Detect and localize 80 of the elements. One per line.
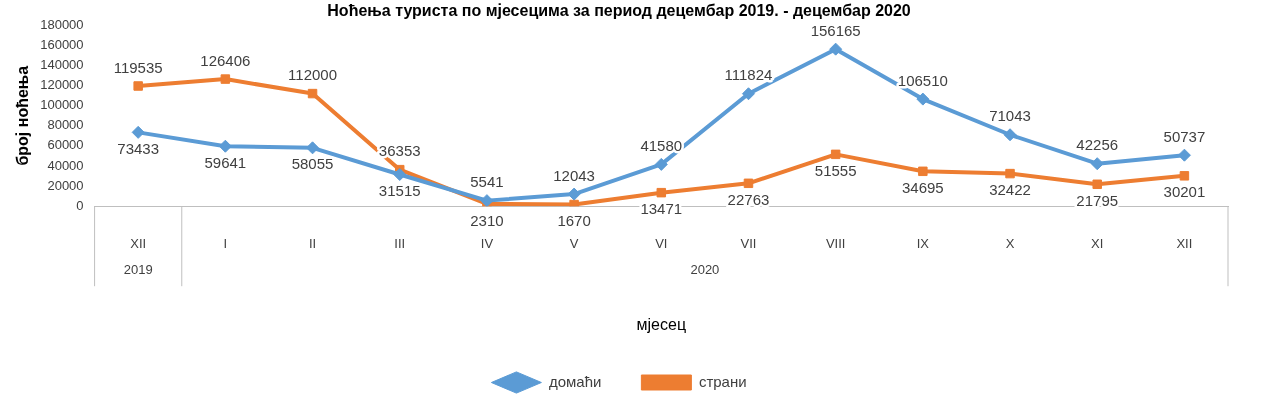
point bbox=[306, 141, 320, 155]
y-tick-label: 120000 bbox=[40, 77, 84, 93]
data-label: 2310 bbox=[470, 211, 504, 229]
point bbox=[1090, 157, 1104, 171]
point bbox=[131, 125, 145, 139]
point bbox=[393, 168, 407, 182]
data-label: 112000 bbox=[288, 66, 338, 84]
point bbox=[741, 87, 755, 101]
point bbox=[918, 166, 928, 177]
data-label: 31515 bbox=[378, 182, 421, 200]
data-label: 22763 bbox=[727, 190, 770, 208]
legend-label: страни bbox=[698, 372, 747, 390]
data-label: 21795 bbox=[1076, 191, 1119, 209]
x-tick-label: VI bbox=[655, 235, 668, 251]
point bbox=[830, 149, 841, 160]
data-label: 30201 bbox=[1163, 183, 1206, 201]
x-tick-label: XI bbox=[1091, 235, 1104, 251]
data-label: 73433 bbox=[117, 140, 160, 157]
data-label: 5541 bbox=[470, 173, 504, 191]
point bbox=[829, 42, 843, 56]
point bbox=[1179, 171, 1190, 181]
x-tick-label: II bbox=[308, 235, 317, 251]
y-tick-label: 100000 bbox=[40, 97, 84, 113]
x-tick-label: IV bbox=[480, 235, 494, 251]
point bbox=[567, 187, 581, 201]
point bbox=[1177, 148, 1191, 162]
data-label: 13471 bbox=[640, 200, 683, 218]
point bbox=[743, 178, 754, 189]
point bbox=[218, 139, 232, 153]
y-tick-label: 180000 bbox=[40, 16, 84, 32]
data-label: 106510 bbox=[897, 71, 948, 89]
x-tick-label: VIII bbox=[825, 235, 846, 251]
point bbox=[656, 187, 667, 198]
data-label: 12043 bbox=[553, 166, 595, 184]
x-tick-label: XII bbox=[1176, 235, 1193, 251]
data-label: 71043 bbox=[989, 107, 1031, 125]
x-axis-title: мјесец bbox=[636, 315, 687, 333]
point bbox=[1003, 128, 1017, 142]
legend-label: домаћи bbox=[548, 372, 602, 390]
x-tick-label: IX bbox=[916, 235, 930, 251]
y-tick-label: 80000 bbox=[47, 117, 84, 133]
point bbox=[916, 92, 930, 106]
data-label: 42256 bbox=[1076, 136, 1119, 154]
y-tick-label: 60000 bbox=[47, 137, 84, 153]
y-tick-label: 20000 bbox=[47, 177, 84, 193]
data-label: 50737 bbox=[1163, 127, 1206, 145]
point bbox=[654, 157, 668, 171]
y-axis-title: број ноћења bbox=[14, 65, 32, 166]
data-label: 51555 bbox=[814, 162, 857, 179]
text: 2019 bbox=[123, 261, 153, 277]
point bbox=[480, 194, 494, 207]
y-tick-label: 0 bbox=[76, 197, 84, 213]
data-label: 156165 bbox=[810, 21, 861, 39]
x-tick-label: III bbox=[394, 235, 406, 251]
point bbox=[133, 81, 143, 91]
data-label: 58055 bbox=[291, 155, 334, 173]
data-label: 119535 bbox=[113, 58, 163, 76]
data-label: 126406 bbox=[200, 51, 251, 69]
y-tick-label: 160000 bbox=[40, 36, 84, 52]
point bbox=[1092, 179, 1102, 190]
x-tick-label: V bbox=[569, 235, 579, 251]
data-label: 32422 bbox=[989, 181, 1031, 199]
y-tick-label: 40000 bbox=[47, 157, 84, 173]
data-label: 111824 bbox=[724, 66, 773, 84]
data-label: 36353 bbox=[378, 142, 421, 160]
data-label: 59641 bbox=[204, 153, 247, 171]
y-tick-label: 140000 bbox=[40, 57, 84, 72]
chart-title: Ноћења туриста по мјесецима за период децембар 2019. - децембар 2020 bbox=[327, 2, 911, 20]
point bbox=[1005, 168, 1015, 179]
data-label: 1670 bbox=[557, 212, 591, 230]
x-tick-label: XII bbox=[130, 235, 147, 251]
data-label: 34695 bbox=[901, 178, 944, 196]
text: 2020 bbox=[690, 261, 720, 277]
point bbox=[307, 88, 318, 99]
point bbox=[569, 199, 579, 207]
x-tick-label: I bbox=[223, 235, 228, 251]
data-label: 41580 bbox=[640, 137, 683, 155]
x-tick-label: VII bbox=[740, 235, 757, 251]
point bbox=[220, 74, 231, 84]
x-tick-label: X bbox=[1005, 235, 1015, 251]
